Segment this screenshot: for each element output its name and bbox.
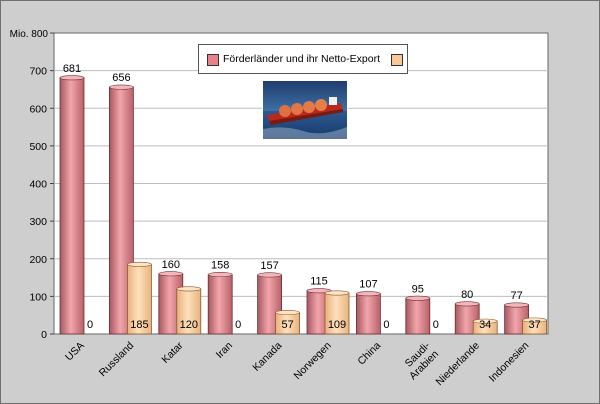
x-tick-label-line: Kanada (250, 340, 284, 374)
data-label-series2: 34 (479, 319, 491, 331)
x-tick-label: Niederlande (433, 340, 482, 389)
x-tick-label-line: China (355, 340, 383, 368)
bar-series2 (324, 292, 350, 335)
bar-series2-top (472, 318, 498, 324)
y-tick-label: Mio. 800 (10, 29, 49, 40)
data-label-series2: 37 (528, 319, 540, 331)
x-tick-label-line: Indonesien (487, 340, 532, 385)
bar-series2-top (127, 261, 152, 267)
data-label-series2: 109 (328, 319, 346, 331)
data-label-series2: 57 (281, 319, 293, 331)
y-tick-label: 100 (29, 291, 47, 303)
data-label-series1: 157 (260, 260, 278, 272)
data-label-series1: 158 (211, 260, 229, 272)
bar-series1 (59, 77, 85, 335)
y-tick-label: 500 (29, 141, 47, 153)
x-tick-label-line: Katar (159, 339, 186, 366)
bar-series1 (355, 293, 381, 335)
bar-series1 (207, 274, 233, 335)
bar-series1-top (454, 301, 480, 307)
data-label-series1: 95 (412, 283, 424, 295)
data-label-series1: 656 (112, 72, 130, 84)
data-label-series1: 681 (63, 63, 81, 75)
y-tick-label: 0 (41, 329, 47, 341)
lng-tanker-ship-image (262, 80, 348, 140)
bar-series1-top (405, 295, 431, 301)
data-label-series1: 115 (310, 276, 328, 288)
bar-series1-top (257, 272, 282, 278)
legend-label: Förderländer und ihr Netto-Export (223, 53, 380, 65)
bar-series1-top (504, 302, 529, 308)
bar-series1 (405, 297, 431, 335)
bar-series1-top (109, 84, 134, 90)
x-tick-label: Norwegen (291, 340, 333, 382)
data-label-series1: 160 (162, 259, 180, 271)
data-label-series1: 80 (461, 289, 473, 301)
x-tick-label: China (355, 340, 383, 368)
legend: Förderländer und ihr Netto-Export (198, 44, 408, 74)
bar-series1-top (59, 75, 85, 81)
legend-swatch-series2 (391, 54, 403, 66)
data-label-series2: 0 (383, 319, 389, 331)
x-tick-label: USA (63, 340, 87, 364)
data-label-series2: 0 (235, 319, 241, 331)
x-tick-label: Iran (214, 340, 235, 361)
data-label-series2: 0 (433, 319, 439, 331)
x-tick-label-line: Iran (214, 340, 235, 361)
x-tick-label: Saudi-Arabien (399, 339, 442, 382)
ship-icon (263, 81, 347, 139)
x-tick-label: Indonesien (487, 340, 532, 385)
x-tick-label: Kanada (250, 340, 284, 374)
x-tick-label: Katar (159, 339, 186, 366)
bar-series2-top (275, 310, 300, 316)
data-label-series1: 77 (510, 290, 522, 302)
y-tick-label: 300 (29, 216, 47, 228)
bar-series1-top (356, 291, 381, 297)
bar-series2 (127, 263, 152, 335)
data-label-series1: 107 (359, 279, 377, 291)
bar-series1-top (207, 272, 233, 278)
y-tick-label: 600 (29, 103, 47, 115)
bar-series2 (176, 288, 202, 335)
bar-series2-top (176, 286, 202, 292)
y-tick-label: 200 (29, 254, 47, 266)
data-label-series2: 185 (130, 319, 148, 331)
x-tick-label: Russland (97, 340, 137, 380)
legend-swatch-series1 (207, 54, 219, 66)
x-tick-label-line: Niederlande (433, 340, 482, 389)
x-tick-label-line: USA (63, 340, 87, 364)
bar-series1-top (158, 271, 184, 277)
y-tick-label: 700 (29, 66, 47, 78)
x-tick-label-line: Norwegen (291, 340, 333, 382)
data-label-series2: 120 (180, 319, 198, 331)
x-tick-label-line: Russland (97, 340, 137, 380)
data-label-series2: 0 (87, 319, 93, 331)
y-tick-label: 400 (29, 179, 47, 191)
bar-series2-top (522, 317, 547, 323)
bar-series2-top (324, 290, 350, 296)
